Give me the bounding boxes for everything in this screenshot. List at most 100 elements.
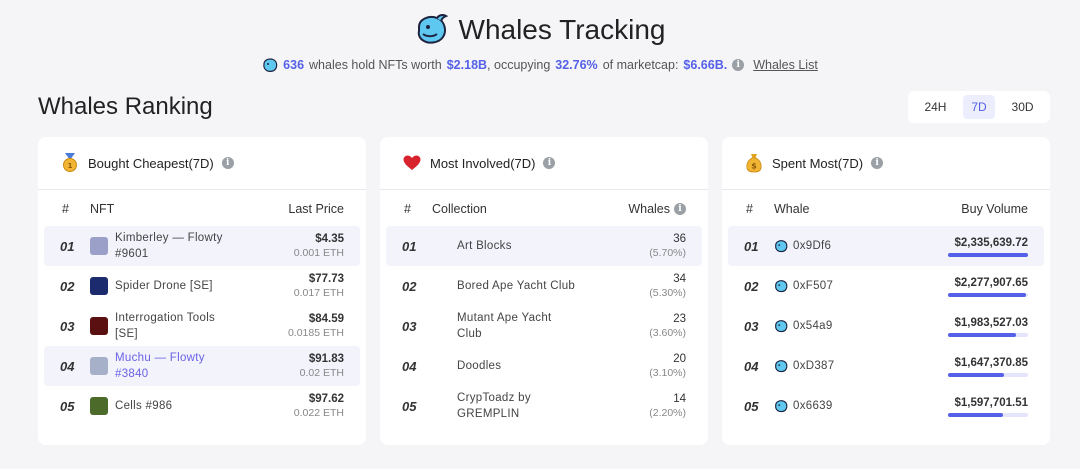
buy-volume: $2,277,907.65 — [948, 276, 1028, 297]
collection-name[interactable]: Art Blocks — [457, 240, 512, 252]
volume-bar-fill — [948, 252, 1028, 257]
rank: 03 — [402, 318, 417, 334]
rank: 05 — [402, 398, 417, 414]
whale-count: 20 (3.10%) — [649, 353, 686, 379]
collection-name[interactable]: Bored Ape Yacht Club — [457, 280, 576, 292]
table-header: # Whale Buy Volume — [746, 202, 1028, 216]
collection-name[interactable]: Doodles — [457, 360, 502, 372]
table-row[interactable]: 01 Art Blocks 36 (5.70%) — [386, 226, 702, 266]
table-row[interactable]: 01 Kimberley — Flowty #9601 $4.35 0.001 ETH — [44, 226, 360, 266]
nft-name[interactable]: Muchu — Flowty #3840 — [115, 352, 205, 380]
info-icon[interactable]: i — [221, 157, 234, 169]
table-row[interactable]: 01 0x9Df6 $2,335,639.72 — [728, 226, 1044, 266]
whale-address[interactable]: 0x9Df6 — [793, 240, 832, 252]
rank: 03 — [60, 318, 75, 334]
marketcap-percent: 32.76% — [555, 58, 598, 72]
whale-count: 23 (3.60%) — [649, 313, 686, 339]
card-title: Spent Most(7D) — [772, 155, 864, 171]
volume-bar-fill — [948, 332, 1016, 337]
card-title: Most Involved(7D) — [430, 155, 536, 171]
table-row[interactable]: 05 CrypToadz by GREMPLIN 14 (2.20%) — [386, 386, 702, 426]
collection-name[interactable]: Mutant Ape Yacht Club — [457, 312, 552, 340]
table-row[interactable]: 02 Bored Ape Yacht Club 34 (5.30%) — [386, 266, 702, 306]
svg-text:$: $ — [751, 162, 757, 171]
table-row[interactable]: 05 Cells #986 $97.62 0.022 ETH — [44, 386, 360, 426]
range-7d-button[interactable]: 7D — [963, 95, 995, 119]
rank: 05 — [744, 398, 759, 414]
last-price: $4.35 0.001 ETH — [293, 233, 344, 259]
card-title: Bought Cheapest(7D) — [88, 155, 214, 171]
whale-address[interactable]: 0x54a9 — [793, 320, 833, 332]
table-header: # NFT Last Price — [62, 202, 344, 216]
whale-count: 34 (5.30%) — [649, 273, 686, 299]
whale-icon — [775, 400, 788, 413]
heart-icon — [402, 153, 422, 173]
whales-list-link[interactable]: Whales List — [753, 58, 818, 72]
rank: 04 — [60, 358, 75, 374]
last-price: $91.83 0.02 ETH — [299, 353, 344, 379]
table-row[interactable]: 04 0xD387 $1,647,370.85 — [728, 346, 1044, 386]
whale-icon — [775, 280, 788, 293]
card-header: 1 Bought Cheapest(7D) i — [38, 137, 366, 190]
whale-icon — [775, 320, 788, 333]
whale-logo-icon — [417, 13, 448, 44]
volume-bar — [948, 412, 1028, 417]
table-row[interactable]: 02 0xF507 $2,277,907.65 — [728, 266, 1044, 306]
info-icon[interactable]: i — [543, 157, 556, 169]
page-header: Whales Tracking 636 whales hold NFTs wor… — [0, 10, 1080, 74]
range-30d-button[interactable]: 30D — [1011, 100, 1034, 114]
nft-thumbnail — [90, 397, 108, 415]
info-icon[interactable]: i — [674, 203, 686, 215]
volume-bar — [948, 372, 1028, 377]
whale-icon — [775, 240, 788, 253]
table-row[interactable]: 03 Mutant Ape Yacht Club 23 (3.60%) — [386, 306, 702, 346]
spent-most-card: $ Spent Most(7D) i # Whale Buy Volume 01… — [722, 137, 1050, 445]
volume-bar — [948, 252, 1028, 257]
volume-bar-fill — [948, 412, 1003, 417]
nft-thumbnail — [90, 277, 108, 295]
nft-name[interactable]: Spider Drone [SE] — [115, 280, 213, 292]
marketcap-value: $6.66B. — [683, 58, 728, 72]
summary-line: 636 whales hold NFTs worth $2.18B, occup… — [0, 56, 1080, 74]
volume-bar-fill — [948, 292, 1026, 297]
buy-volume: $2,335,639.72 — [948, 236, 1028, 257]
volume-bar — [948, 292, 1028, 297]
svg-text:1: 1 — [68, 162, 73, 170]
rank: 05 — [60, 398, 75, 414]
whale-count: 36 (5.70%) — [649, 233, 686, 259]
last-price: $97.62 0.022 ETH — [293, 393, 344, 419]
nft-name[interactable]: Interrogation Tools [SE] — [115, 312, 216, 340]
page-title: Whales Tracking — [458, 14, 666, 45]
nft-name[interactable]: Cells #986 — [115, 400, 173, 412]
range-24h-button[interactable]: 24H — [924, 100, 947, 114]
whale-address[interactable]: 0xF507 — [793, 280, 834, 292]
table-row[interactable]: 04 Muchu — Flowty #3840 $91.83 0.02 ETH — [44, 346, 360, 386]
rank: 01 — [744, 238, 759, 254]
nft-thumbnail — [90, 237, 108, 255]
last-price: $84.59 0.0185 ETH — [287, 313, 344, 339]
table-row[interactable]: 02 Spider Drone [SE] $77.73 0.017 ETH — [44, 266, 360, 306]
table-row[interactable]: 03 Interrogation Tools [SE] $84.59 0.0185 ET… — [44, 306, 360, 346]
section-title: Whales Ranking — [38, 93, 213, 120]
table-row[interactable]: 04 Doodles 20 (3.10%) — [386, 346, 702, 386]
most-involved-card: Most Involved(7D) i # Collection Whales … — [380, 137, 708, 445]
volume-bar-fill — [948, 372, 1005, 377]
whale-count: 14 (2.20%) — [649, 393, 686, 419]
table-header: # Collection Whales i — [380, 192, 708, 226]
nft-name[interactable]: Kimberley — Flowty #9601 — [115, 232, 223, 260]
whale-address[interactable]: 0xD387 — [793, 360, 835, 372]
rank: 02 — [744, 278, 759, 294]
info-icon[interactable]: i — [871, 157, 884, 169]
table-row[interactable]: 03 0x54a9 $1,983,527.03 — [728, 306, 1044, 346]
last-price: $77.73 0.017 ETH — [293, 273, 344, 299]
card-header: Most Involved(7D) i — [380, 137, 708, 190]
table-row[interactable]: 05 0x6639 $1,597,701.51 — [728, 386, 1044, 426]
rank: 03 — [744, 318, 759, 334]
info-icon[interactable]: i — [732, 59, 745, 71]
whale-address[interactable]: 0x6639 — [793, 400, 833, 412]
rank: 04 — [744, 358, 759, 374]
buy-volume: $1,597,701.51 — [948, 396, 1028, 417]
buy-volume: $1,983,527.03 — [948, 316, 1028, 337]
volume-bar — [948, 332, 1028, 337]
collection-name[interactable]: CrypToadz by GREMPLIN — [457, 392, 531, 420]
